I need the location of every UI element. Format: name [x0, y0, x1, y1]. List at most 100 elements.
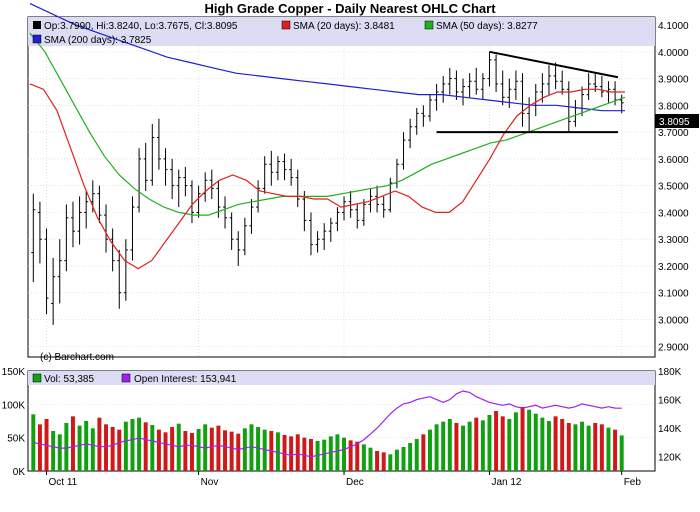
ohlc-bar	[57, 239, 62, 304]
volume-bar	[434, 424, 439, 471]
volume-bar	[540, 417, 545, 471]
volume-bar	[527, 409, 532, 471]
ohlc-bar	[130, 196, 135, 261]
volume-tick-label: 50K	[7, 434, 25, 445]
ohlc-bar	[315, 231, 320, 253]
volume-bar	[242, 428, 247, 471]
volume-bar	[599, 424, 604, 471]
volume-bar	[308, 439, 313, 471]
oi-tick-label: 180K	[658, 367, 682, 378]
ohlc-bar	[454, 70, 459, 100]
ohlc-bar	[500, 70, 505, 106]
volume-legend: Vol: 53,385 Open Interest: 153,941	[32, 373, 237, 385]
volume-bar	[355, 441, 360, 471]
volume-tick-label: 0K	[13, 467, 26, 478]
ohlc-bar	[150, 124, 155, 186]
ohlc-bar	[275, 156, 280, 181]
volume-bar	[322, 439, 327, 471]
legend-volume: Vol: 53,385	[44, 374, 94, 385]
volume-bar	[117, 429, 122, 471]
ohlc-bar	[242, 217, 247, 256]
ohlc-bar	[474, 67, 479, 95]
ohlc-bar	[70, 201, 75, 248]
ohlc-bar	[137, 148, 142, 213]
ohlc-bar	[414, 108, 419, 135]
ohlc-bar	[461, 78, 466, 106]
ohlc-bar	[51, 257, 56, 325]
volume-bar	[388, 454, 393, 471]
ohlc-bar	[361, 199, 366, 226]
ohlc-bar	[223, 196, 228, 229]
legend-sma50: SMA (50 days): 3.8277	[436, 21, 538, 32]
ohlc-bar	[427, 94, 432, 122]
ohlc-bar	[308, 212, 313, 256]
ohlc-bar	[355, 204, 360, 229]
volume-bar	[189, 433, 194, 471]
volume-bar	[408, 443, 413, 471]
volume-bar	[606, 427, 611, 471]
volume-bar	[176, 423, 181, 471]
ohlc-bar	[560, 70, 565, 95]
price-panel	[27, 16, 656, 358]
x-tick-label: Dec	[346, 477, 364, 488]
volume-bar	[546, 421, 551, 471]
ohlc-bar	[269, 150, 274, 186]
x-tick-label: Nov	[201, 477, 219, 488]
open-interest-line	[33, 390, 622, 458]
ohlc-bar	[229, 212, 234, 250]
price-tick-label: 4.0000	[658, 48, 689, 59]
price-tick-label: 3.3000	[658, 235, 689, 246]
volume-bar	[335, 434, 340, 471]
ohlc-bar	[401, 132, 406, 170]
volume-bar	[282, 435, 287, 471]
sma20-line	[29, 83, 625, 270]
volume-bar	[513, 412, 518, 471]
volume-bar	[328, 436, 333, 471]
volume-bar	[104, 424, 109, 471]
volume-bar	[97, 417, 102, 471]
volume-bar	[209, 427, 214, 471]
ohlc-bar	[117, 249, 122, 309]
volume-bar	[77, 425, 82, 471]
legend-open-interest: Open Interest: 153,941	[134, 374, 237, 385]
volume-bar	[447, 419, 452, 471]
ohlc-bar	[37, 201, 42, 264]
volume-bar	[580, 421, 585, 471]
ohlc-bar	[408, 118, 413, 149]
volume-bar	[302, 437, 307, 471]
ohlc-bar	[546, 65, 551, 95]
ohlc-bar	[64, 204, 69, 272]
volume-bar	[295, 434, 300, 471]
ohlc-bar	[586, 73, 591, 100]
volume-bar	[348, 440, 353, 471]
volume-bar	[494, 411, 499, 471]
volume-bar	[90, 428, 95, 471]
ohlc-bar	[262, 156, 267, 194]
volume-tick-label: 150K	[2, 367, 26, 378]
ohlc-bar	[189, 180, 194, 224]
volume-bar	[37, 424, 42, 471]
ohlc-bar	[487, 51, 492, 87]
oi-tick-label: 160K	[658, 396, 682, 407]
volume-bar	[216, 425, 221, 471]
volume-bar	[593, 423, 598, 471]
ohlc-bar	[209, 169, 214, 200]
volume-bar	[123, 421, 128, 471]
volume-bar	[64, 423, 69, 471]
price-tick-label: 3.9000	[658, 75, 689, 86]
ohlc-bar	[236, 231, 241, 266]
ohlc-bar	[289, 158, 294, 186]
chart-title: High Grade Copper - Daily Nearest OHLC C…	[204, 1, 496, 16]
volume-bar	[84, 421, 89, 471]
volume-bar	[275, 432, 280, 471]
ohlc-bar	[335, 207, 340, 232]
ohlc-bar	[256, 180, 261, 213]
ohlc-bar	[348, 191, 353, 218]
price-tick-label: 4.1000	[658, 21, 689, 32]
legend-band	[28, 17, 655, 46]
volume-bar	[441, 421, 446, 471]
legend-ohlc: Op:3.7990, Hi:3.8240, Lo:3.7675, Cl:3.80…	[44, 21, 238, 32]
volume-bar	[229, 431, 234, 471]
volume-bar	[553, 416, 558, 471]
